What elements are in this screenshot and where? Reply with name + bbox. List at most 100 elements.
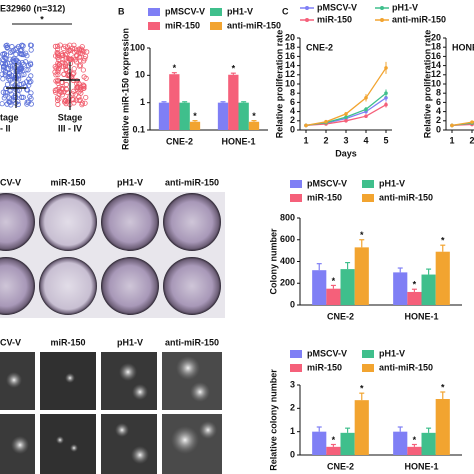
significance-star: * [332,276,336,286]
point [304,123,308,128]
legend-label: anti-miR-150 [379,362,433,372]
line [451,123,474,127]
legend-label: miR-150 [307,362,342,372]
panel-label: C [282,6,289,16]
dot [2,93,9,99]
significance-star: * [332,435,336,445]
y-tick-label: 2 [290,403,295,413]
group-label: tage [0,112,19,122]
legend-swatch [210,8,222,16]
dot [6,71,13,77]
photo-label: miR-150 [50,337,85,347]
bar [169,74,180,130]
photo-label: anti-miR-150 [165,177,219,187]
dot [74,48,80,54]
y-tick-label: 18 [431,42,441,52]
bar [435,251,450,305]
bar [407,291,422,305]
dot [3,43,9,49]
dot [19,60,25,66]
dot [71,66,77,72]
point [384,96,388,100]
y-tick-label: 20 [285,32,295,42]
dot [71,88,77,94]
significance-star: * [232,64,236,74]
y-tick-label: 0 [290,449,295,459]
y-tick-label: 600 [280,234,295,244]
legend-swatch [148,8,160,16]
dot [18,66,24,72]
dot [8,65,14,71]
x-tick-label: CNE-2 [327,311,354,321]
dot [22,59,29,65]
photo-label: CV-V [0,337,21,347]
x-tick-label: 2 [323,135,328,145]
y-tick-label: 0 [436,124,441,134]
dot [0,60,6,67]
y-tick-label: 0.1 [132,124,145,134]
bar [312,270,327,305]
dot-cloud [0,42,90,110]
legend-label: anti-miR-150 [392,14,446,24]
dot [80,67,86,73]
legend-label: miR-150 [165,20,200,30]
dot [61,71,67,77]
y-axis-label: Relative miR-150 expression [120,28,130,150]
y-axis-label: Colony number [268,228,278,294]
y-tick-label: 16 [431,51,441,61]
legend-label: miR-150 [307,192,342,202]
dot [21,52,27,58]
dot [82,100,88,106]
legend-label: pH1-V [379,178,405,188]
dot [66,96,72,102]
y-tick-label: 20 [431,32,441,42]
dot [21,71,27,78]
x-tick-label: CNE-2 [166,136,193,146]
dot [55,101,61,108]
bar [435,399,450,455]
point [384,91,388,95]
bar [407,446,422,455]
legend-swatch [290,350,302,358]
dot [14,45,20,51]
y-tick-label: 2 [436,115,441,125]
legend-label: pMSCV-V [307,178,347,188]
bar [340,432,355,455]
dot [17,65,23,71]
dot [59,51,65,57]
dot [56,61,62,68]
line [451,120,474,127]
photo-label: anti-miR-150 [165,337,219,347]
dot [20,94,26,100]
dot [73,97,79,103]
y-axis-label: Relative proliferation rate [274,30,284,139]
x-tick-label: HONE-1 [221,136,255,146]
point [344,112,348,116]
y-tick-label: 200 [280,278,295,288]
legend-marker [380,18,384,22]
point [470,120,474,124]
bar [189,121,201,130]
dot [78,90,84,96]
dot [74,84,81,90]
y-tick-label: 8 [436,88,441,98]
dot [2,69,8,75]
legend-label: pMSCV-V [317,2,357,12]
dot [23,67,29,73]
significance-star: * [252,111,256,121]
dot [24,99,30,105]
legend-label: anti-miR-150 [227,20,281,30]
dot [52,43,59,49]
dot [75,84,81,90]
point [344,115,348,119]
legend-label: pH1-V [227,6,253,16]
dot [55,80,61,86]
panel-label: B [118,6,125,16]
bar [326,288,341,305]
line [451,121,474,127]
bar [248,121,260,130]
legend-marker [305,6,309,10]
dot [0,76,6,82]
y-tick-label: 0 [290,299,295,309]
point [324,119,328,124]
